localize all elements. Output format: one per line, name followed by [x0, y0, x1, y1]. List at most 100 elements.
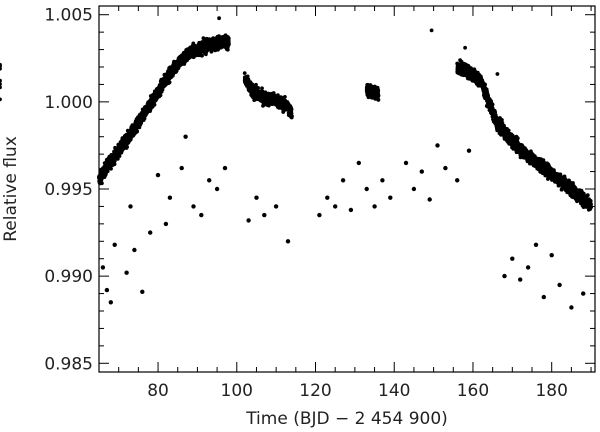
- transit-point: [100, 265, 106, 270]
- transit-point: [207, 178, 212, 183]
- outlier-point: [217, 16, 222, 21]
- y-tick-label: 0.990: [44, 267, 93, 287]
- light-curve-point: [100, 181, 104, 186]
- light-curve-point: [226, 36, 231, 41]
- transit-point: [525, 265, 531, 270]
- transit-point: [183, 134, 188, 139]
- x-tick-label: 140: [378, 381, 410, 401]
- transit-point: [104, 287, 110, 293]
- light-curve-point: [242, 71, 247, 75]
- light-curve-point: [289, 111, 294, 116]
- transit-point: [340, 178, 346, 183]
- transit-point: [510, 256, 515, 261]
- transit-point: [427, 197, 432, 202]
- transit-point: [356, 160, 361, 166]
- light-curve-point: [245, 74, 250, 79]
- x-tick-label: 80: [147, 381, 169, 401]
- transit-point: [518, 277, 523, 282]
- transit-point: [443, 165, 448, 171]
- light-curve-point: [276, 93, 280, 97]
- light-curve-point: [376, 97, 381, 102]
- transit-point: [199, 212, 204, 218]
- transit-point: [549, 253, 554, 258]
- transit-point: [380, 178, 385, 183]
- transit-point: [502, 273, 507, 279]
- light-curve-point: [135, 129, 140, 134]
- transit-point: [581, 291, 586, 296]
- transit-point: [557, 282, 562, 288]
- transit-point: [179, 165, 184, 171]
- transit-point: [317, 212, 322, 218]
- light-curve-point: [0, 82, 2, 86]
- x-tick-label: 100: [221, 381, 253, 401]
- transit-point: [167, 195, 173, 200]
- transit-point: [333, 204, 338, 209]
- light-curve-point: [167, 80, 172, 84]
- light-curve-point: [500, 118, 504, 122]
- outlier-point: [495, 72, 500, 76]
- light-curve-point: [289, 107, 294, 112]
- light-curve-point: [254, 82, 258, 87]
- y-tick-label: 0.995: [44, 180, 93, 200]
- light-curve-point: [227, 42, 231, 47]
- transit-point: [140, 289, 145, 294]
- light-curve-point: [152, 102, 157, 107]
- transit-point: [388, 195, 393, 200]
- transit-point: [222, 165, 228, 171]
- light-curve-point: [109, 166, 113, 171]
- light-curve-point: [112, 159, 117, 163]
- tick-labels: 80 100 120 140 160 1800.9850.9900.9951.0001.0…: [44, 6, 568, 401]
- x-tick-label: 160: [457, 381, 489, 401]
- transit-point: [435, 143, 440, 148]
- light-curve-point: [112, 162, 117, 167]
- light-curve-point: [376, 93, 381, 98]
- transit-point: [132, 247, 137, 253]
- light-curve-point: [490, 102, 495, 107]
- transit-point: [411, 186, 417, 192]
- light-curve-point: [506, 128, 511, 133]
- light-curve-point: [0, 85, 2, 90]
- transit-point: [273, 204, 279, 209]
- transit-point: [246, 218, 251, 223]
- transit-point: [325, 195, 330, 200]
- transit-point: [466, 148, 472, 153]
- light-curve-point: [483, 82, 487, 87]
- transit-point: [163, 221, 169, 227]
- light-curve-point: [158, 93, 163, 98]
- y-tick-label: 1.005: [44, 6, 93, 26]
- light-curve-point: [515, 136, 520, 141]
- transit-point: [191, 204, 196, 209]
- transit-point: [148, 230, 153, 235]
- light-curve-point: [260, 86, 264, 91]
- light-curve-point: [459, 59, 464, 64]
- light-curve-point: [0, 97, 2, 102]
- transit-point: [155, 172, 161, 178]
- light-curve-point: [160, 87, 165, 92]
- transit-point: [128, 204, 133, 209]
- light-curve-point: [283, 95, 287, 99]
- light-curve-point: [256, 86, 260, 90]
- outlier-point: [429, 28, 434, 33]
- light-curve-point: [125, 145, 129, 149]
- transit-point: [541, 294, 546, 300]
- transit-point: [214, 186, 220, 192]
- transit-point: [569, 305, 574, 310]
- light-curve-point: [0, 62, 2, 67]
- transit-point: [124, 270, 129, 275]
- outlier-point: [463, 45, 467, 50]
- light-curve-point: [571, 181, 575, 185]
- light-curve-point: [117, 154, 122, 159]
- light-curve-point: [500, 121, 505, 125]
- light-curve-point: [200, 53, 204, 58]
- light-curve-point: [585, 193, 590, 198]
- light-curve-point: [376, 88, 381, 93]
- light-curve-point: [588, 199, 593, 203]
- x-axis-label: Time (BJD − 2 454 900): [245, 409, 448, 429]
- light-curve-point: [290, 114, 294, 119]
- y-tick-label: 0.985: [44, 354, 93, 374]
- x-tick-label: 180: [535, 381, 567, 401]
- y-tick-label: 1.000: [44, 93, 93, 113]
- light-curve-point: [225, 47, 230, 52]
- axis-ticks: [99, 6, 595, 372]
